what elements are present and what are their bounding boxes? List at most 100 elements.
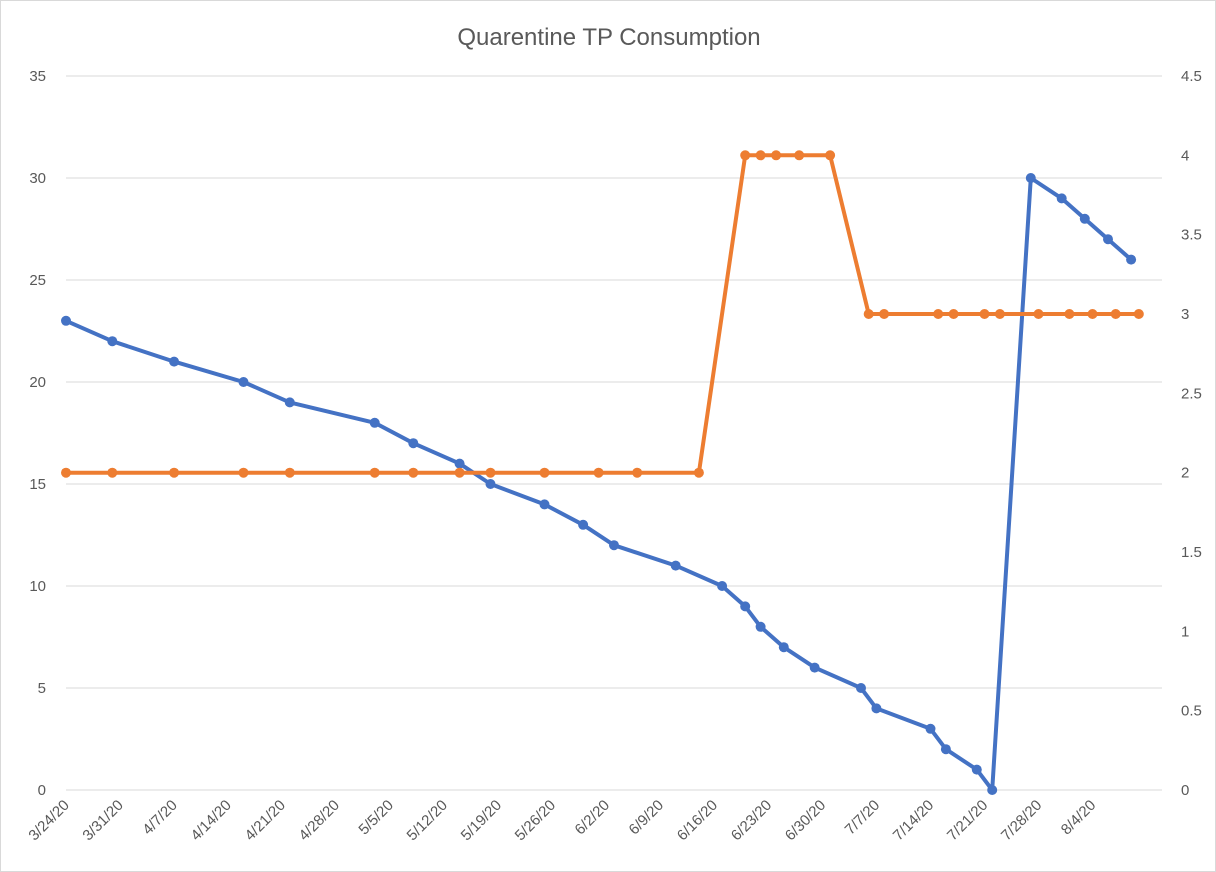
data-point xyxy=(879,309,890,319)
y-left-tick-label: 0 xyxy=(38,782,46,799)
data-point xyxy=(169,467,180,478)
x-tick-label: 6/9/20 xyxy=(626,797,668,839)
y-right-tick-label: 1 xyxy=(1181,623,1189,640)
data-point xyxy=(107,467,118,478)
x-tick-label: 7/14/20 xyxy=(890,797,937,844)
x-tick-label: 7/28/20 xyxy=(998,797,1045,844)
data-point xyxy=(454,458,465,469)
data-point xyxy=(670,560,681,571)
y-left-tick-label: 25 xyxy=(29,272,46,289)
data-point xyxy=(771,150,782,161)
data-point xyxy=(539,467,550,478)
x-tick-label: 6/16/20 xyxy=(674,797,721,844)
data-point xyxy=(284,397,295,408)
data-point xyxy=(238,377,249,387)
y-right-tick-label: 2.5 xyxy=(1181,385,1202,402)
data-point xyxy=(994,309,1005,319)
data-point xyxy=(794,150,805,161)
x-tick-label: 3/31/20 xyxy=(79,797,126,844)
y-right-tick-label: 3.5 xyxy=(1181,227,1202,244)
data-point xyxy=(778,642,789,653)
data-point xyxy=(940,744,951,755)
data-point xyxy=(809,662,820,673)
x-tick-label: 5/26/20 xyxy=(512,797,559,844)
chart-title: Quarentine TP Consumption xyxy=(457,24,760,51)
series-line xyxy=(66,153,1139,475)
data-point xyxy=(1025,173,1036,183)
data-point xyxy=(238,467,249,478)
y-right-tick-label: 0 xyxy=(1181,782,1189,799)
y-left-tick-label: 5 xyxy=(38,680,46,697)
x-tick-label: 8/4/20 xyxy=(1058,797,1100,839)
y-left-tick-label: 35 xyxy=(29,68,46,85)
series-layer xyxy=(61,150,1144,795)
series-1 xyxy=(61,173,1137,795)
y-axis-right: 0 0.5 1 1.5 2 2.5 3 3.5 4 4.5 xyxy=(1181,68,1202,799)
data-point xyxy=(61,467,71,478)
x-tick-label: 7/7/20 xyxy=(842,797,884,839)
data-point xyxy=(856,683,866,693)
data-point xyxy=(863,309,874,319)
data-point xyxy=(369,417,380,428)
y-left-tick-label: 15 xyxy=(29,476,46,493)
y-right-tick-label: 4 xyxy=(1181,147,1189,164)
y-right-tick-label: 4.5 xyxy=(1181,68,1202,85)
data-point xyxy=(632,467,643,478)
x-tick-label: 4/21/20 xyxy=(242,797,289,844)
data-point xyxy=(987,785,998,795)
data-point xyxy=(717,581,728,591)
y-right-tick-label: 3 xyxy=(1181,306,1189,323)
x-tick-label: 4/14/20 xyxy=(188,797,235,844)
data-point xyxy=(1079,213,1090,224)
y-right-tick-label: 1.5 xyxy=(1181,544,1202,561)
data-point xyxy=(979,309,990,319)
data-point xyxy=(740,150,751,161)
data-point xyxy=(1103,234,1113,245)
data-point xyxy=(284,467,295,478)
data-point xyxy=(693,467,704,478)
y-right-tick-label: 2 xyxy=(1181,465,1189,482)
data-point xyxy=(485,479,496,489)
data-point xyxy=(169,356,180,367)
data-point xyxy=(539,499,550,510)
data-point xyxy=(485,467,496,478)
data-point xyxy=(593,467,604,478)
x-tick-label: 5/5/20 xyxy=(355,797,397,839)
data-point xyxy=(755,621,766,632)
data-point xyxy=(1064,309,1075,319)
data-point xyxy=(971,764,982,775)
series-2 xyxy=(61,150,1144,478)
data-point xyxy=(825,150,836,161)
data-point xyxy=(369,467,380,478)
x-tick-label: 4/7/20 xyxy=(139,797,181,839)
data-point xyxy=(1033,309,1044,319)
data-point xyxy=(1133,309,1144,319)
data-point xyxy=(1126,254,1137,265)
data-point xyxy=(408,467,419,478)
x-tick-label: 4/28/20 xyxy=(296,797,343,844)
data-point xyxy=(740,601,751,612)
data-point xyxy=(755,150,766,161)
y-right-tick-label: 0.5 xyxy=(1181,703,1202,720)
x-tick-label: 5/12/20 xyxy=(404,797,451,844)
data-point xyxy=(1110,309,1121,319)
x-tick-label: 6/23/20 xyxy=(728,797,775,844)
data-point xyxy=(578,519,589,530)
grid-layer xyxy=(66,75,1162,791)
x-tick-label: 3/24/20 xyxy=(25,797,72,844)
data-point xyxy=(609,540,619,551)
data-point xyxy=(925,723,936,734)
data-point xyxy=(933,309,944,319)
data-point xyxy=(871,703,882,714)
y-axis-left: 0 5 10 15 20 25 30 35 xyxy=(29,68,46,799)
x-tick-label: 5/19/20 xyxy=(458,797,505,844)
data-point xyxy=(1087,309,1098,319)
x-tick-label: 6/30/20 xyxy=(782,797,829,844)
y-left-tick-label: 20 xyxy=(29,374,46,391)
data-point xyxy=(1056,193,1067,204)
x-tick-label: 7/21/20 xyxy=(944,797,991,844)
data-point xyxy=(408,438,419,449)
x-axis: 3/24/20 3/31/20 4/7/20 4/14/20 4/21/20 4/28/2… xyxy=(25,797,1099,844)
